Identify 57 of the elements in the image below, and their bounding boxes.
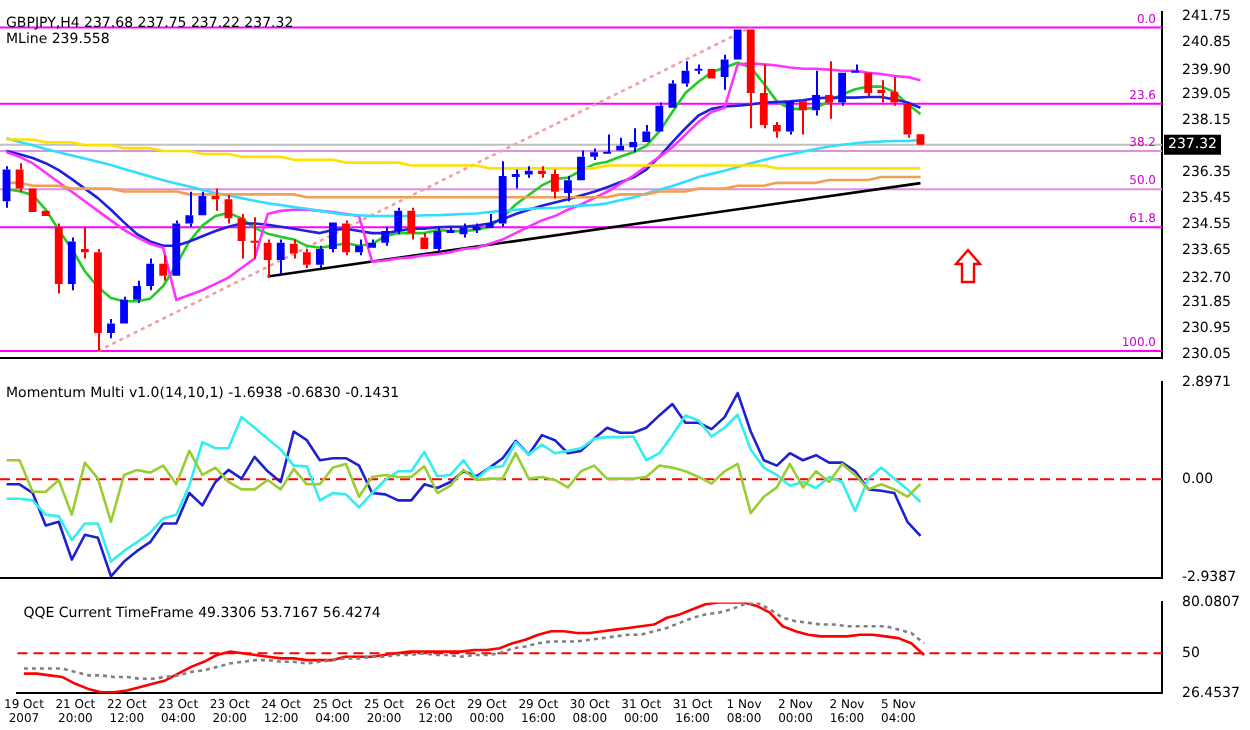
candlestick (289, 238, 298, 260)
candlestick (903, 103, 912, 139)
candlestick (237, 213, 246, 260)
candlestick (133, 279, 142, 304)
candlestick (799, 101, 807, 136)
candlestick (485, 213, 494, 228)
candlestick (707, 69, 716, 79)
candlestick (511, 168, 520, 190)
candlestick (603, 133, 612, 154)
candlestick (394, 206, 403, 236)
candlestick (498, 160, 507, 228)
candlestick (590, 147, 598, 162)
candlestick (772, 120, 781, 139)
candlestick (263, 238, 272, 279)
candlestick (250, 216, 259, 260)
candlestick (342, 219, 350, 257)
candlestick (629, 127, 638, 154)
candlestick (185, 190, 194, 228)
candlestick (54, 222, 63, 295)
candlestick (407, 206, 416, 241)
candlestick (537, 165, 546, 179)
candlestick (785, 101, 794, 136)
candlestick (15, 162, 24, 193)
candlestick (746, 29, 755, 130)
candlestick (41, 210, 50, 217)
candlestick (825, 60, 833, 120)
candlestick (315, 244, 324, 270)
candlestick (159, 254, 168, 282)
candlestick (733, 29, 742, 60)
candlestick (355, 238, 363, 257)
candlestick (812, 69, 820, 117)
candlestick (655, 101, 664, 132)
candlestick (890, 76, 899, 107)
candlestick (864, 72, 873, 98)
candlestick (329, 222, 337, 254)
candlestick (877, 79, 886, 104)
candlestick (172, 219, 181, 276)
candlestick (67, 236, 76, 292)
candlestick (759, 63, 768, 130)
candlestick (642, 124, 651, 143)
candlestick (668, 79, 677, 108)
candlestick (381, 225, 390, 247)
candlestick (851, 63, 860, 73)
candlestick (433, 225, 442, 254)
candlestick (276, 238, 285, 276)
candlestick (28, 188, 37, 213)
candlestick (550, 168, 559, 200)
candlestick (838, 72, 847, 107)
candlestick (94, 247, 102, 352)
candlestick (120, 295, 128, 324)
candlestick (577, 149, 585, 181)
candlestick (80, 225, 89, 260)
candlestick (146, 257, 155, 292)
candlestick (564, 174, 572, 203)
candlestick (720, 53, 729, 91)
candlestick (107, 317, 115, 340)
candlestick (302, 247, 311, 270)
